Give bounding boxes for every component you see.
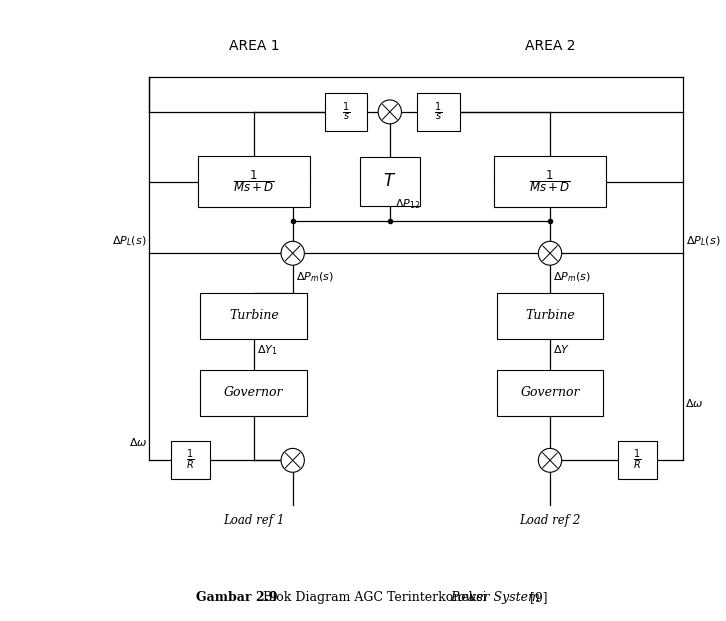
Text: $\frac{1}{s}$: $\frac{1}{s}$ [434, 101, 442, 124]
Bar [325, 93, 367, 131]
Text: Blok Diagram AGC Terinterkoneksi: Blok Diagram AGC Terinterkoneksi [258, 591, 490, 604]
Text: $\Delta\omega$: $\Delta\omega$ [685, 397, 703, 409]
Text: $\dfrac{1}{Ms+D}$: $\dfrac{1}{Ms+D}$ [233, 169, 274, 194]
Text: AREA 2: AREA 2 [525, 39, 575, 53]
Circle shape [281, 242, 304, 265]
Text: $\Delta P_L(s)$: $\Delta P_L(s)$ [112, 235, 146, 248]
Bar [200, 369, 307, 415]
Text: Power System: Power System [450, 591, 540, 604]
Text: AREA 1: AREA 1 [229, 39, 280, 53]
Text: Load ref 2: Load ref 2 [519, 514, 581, 527]
Circle shape [539, 448, 562, 473]
Text: [9]: [9] [526, 591, 547, 604]
Text: Turbine: Turbine [229, 309, 279, 322]
Text: $\frac{1}{R}$: $\frac{1}{R}$ [187, 448, 195, 473]
Bar [497, 293, 603, 339]
Bar [359, 156, 420, 206]
Text: $\Delta P_{12}$: $\Delta P_{12}$ [395, 197, 420, 211]
Text: $\Delta P_L(s)$: $\Delta P_L(s)$ [686, 235, 720, 248]
Text: Governor: Governor [521, 386, 580, 399]
Circle shape [378, 100, 401, 124]
Text: Gambar 2.9: Gambar 2.9 [195, 591, 277, 604]
Text: Load ref 1: Load ref 1 [223, 514, 285, 527]
Bar [497, 369, 603, 415]
Text: $T$: $T$ [383, 173, 396, 190]
Bar [171, 442, 210, 479]
Text: $\Delta P_m(s)$: $\Delta P_m(s)$ [295, 270, 333, 284]
Text: $\Delta P_m(s)$: $\Delta P_m(s)$ [553, 270, 591, 284]
Text: $\frac{1}{R}$: $\frac{1}{R}$ [633, 448, 642, 473]
Bar [198, 156, 310, 207]
Circle shape [281, 448, 304, 473]
Circle shape [539, 242, 562, 265]
Bar [618, 442, 657, 479]
Bar [417, 93, 460, 131]
Text: $\Delta\omega$: $\Delta\omega$ [129, 437, 147, 448]
Text: $\frac{1}{s}$: $\frac{1}{s}$ [342, 101, 350, 124]
Bar [494, 156, 606, 207]
Text: $\Delta Y_1$: $\Delta Y_1$ [257, 343, 277, 356]
Text: $\Delta Y$: $\Delta Y$ [553, 343, 570, 355]
Text: Governor: Governor [224, 386, 284, 399]
Text: $\dfrac{1}{Ms+D}$: $\dfrac{1}{Ms+D}$ [529, 169, 571, 194]
Text: Turbine: Turbine [525, 309, 575, 322]
Bar [200, 293, 307, 339]
